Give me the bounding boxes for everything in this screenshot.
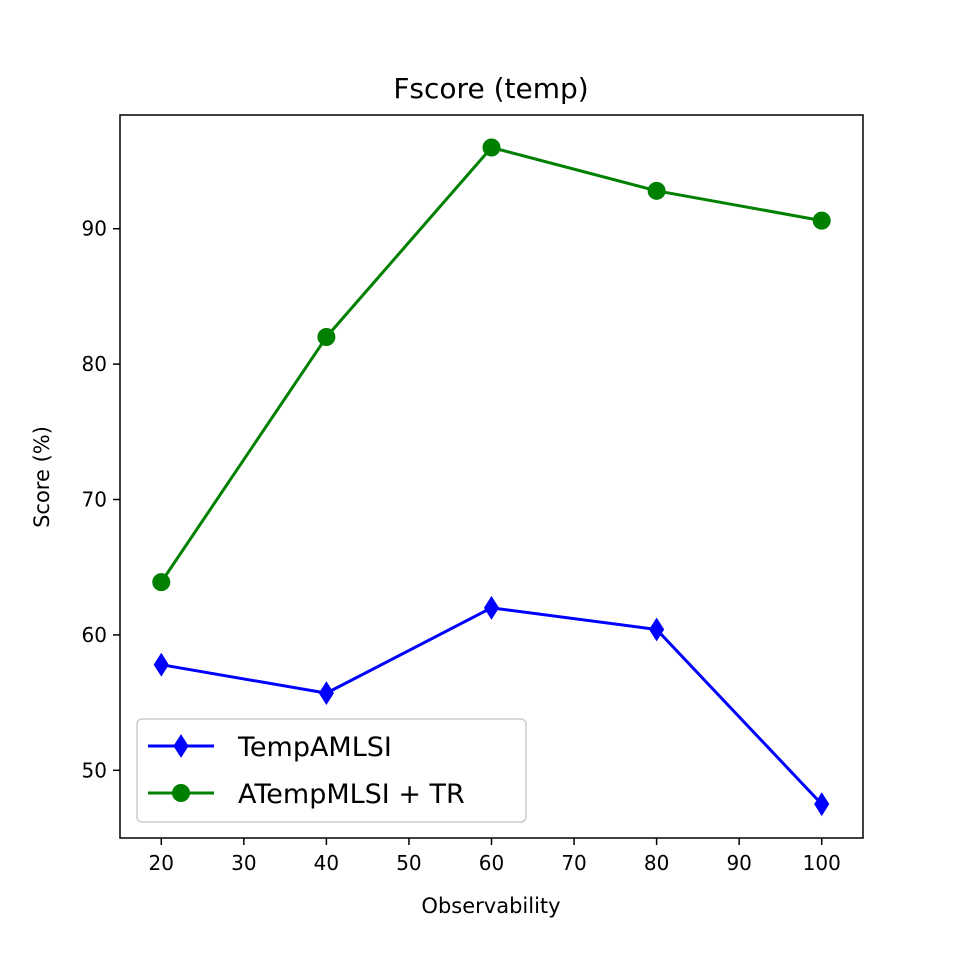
data-point <box>153 652 169 677</box>
legend-label: TempAMLSI <box>237 732 392 763</box>
data-point <box>814 792 830 817</box>
data-point <box>647 181 666 200</box>
chart-title: Fscore (temp) <box>393 72 588 105</box>
data-point <box>483 595 500 620</box>
x-tick-label: 30 <box>231 851 256 875</box>
x-tick-label: 60 <box>479 851 504 875</box>
x-tick-label: 100 <box>803 851 841 875</box>
legend-box <box>136 718 527 823</box>
y-tick-label: 90 <box>82 217 107 241</box>
data-point <box>317 328 336 347</box>
series-tempamlsi <box>153 595 830 817</box>
x-tick-label: 50 <box>396 851 421 875</box>
x-tick-label: 70 <box>561 851 586 875</box>
legend-marker <box>173 734 189 758</box>
legend-marker <box>172 784 190 802</box>
y-tick-label: 60 <box>82 623 107 647</box>
y-axis-label: Score (%) <box>30 426 54 528</box>
series-atempmlsi-tr <box>152 138 831 592</box>
y-tick-label: 80 <box>82 352 107 376</box>
y-tick-label: 70 <box>82 488 107 512</box>
data-point <box>318 681 334 706</box>
data-point <box>482 138 501 157</box>
legend-label: ATempMLSI + TR <box>238 779 465 810</box>
x-tick-label: 40 <box>314 851 339 875</box>
x-tick-label: 20 <box>149 851 174 875</box>
data-point <box>152 573 171 592</box>
legend: TempAMLSI ATempMLSI + TR <box>136 718 527 823</box>
data-point <box>812 211 831 230</box>
y-axis: 50 60 70 80 90 <box>82 217 120 782</box>
data-point <box>649 617 665 642</box>
x-axis: 20 30 40 50 60 70 80 90 100 <box>149 838 841 875</box>
x-tick-label: 90 <box>726 851 751 875</box>
x-axis-label: Observability <box>421 894 560 918</box>
y-tick-label: 50 <box>82 758 107 782</box>
x-tick-label: 80 <box>644 851 669 875</box>
series-layer <box>152 138 831 817</box>
